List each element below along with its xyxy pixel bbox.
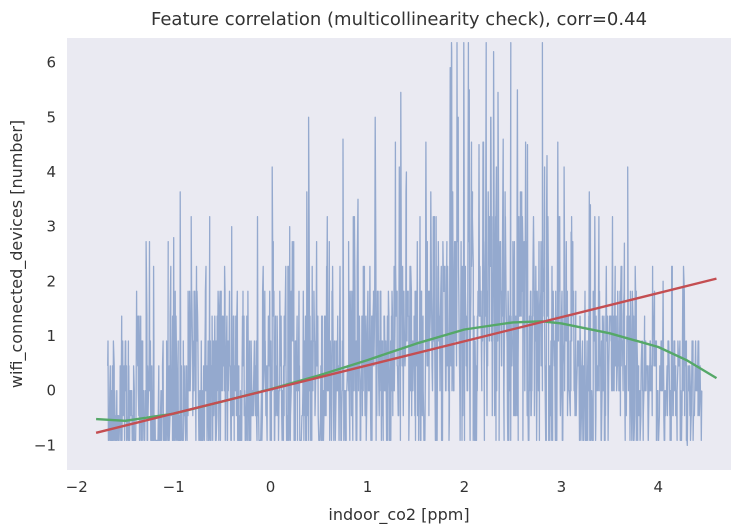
y-tick-label: −1 [34, 436, 56, 454]
linear-fit-line [95, 277, 717, 434]
y-tick-labels: −1 0 1 2 3 4 5 6 [34, 54, 56, 455]
x-tick-label: 3 [557, 478, 567, 496]
y-tick-label: 5 [46, 108, 56, 126]
x-tick-label: 1 [363, 478, 373, 496]
y-axis-label: wifi_connected_devices [number] [7, 120, 27, 388]
x-tick-label: 4 [654, 478, 664, 496]
y-tick-label: 6 [46, 54, 56, 72]
x-tick-labels: −2 −1 0 1 2 3 4 [66, 478, 663, 496]
chart-title: Feature correlation (multicollinearity c… [151, 9, 647, 30]
y-tick-label: 3 [46, 218, 56, 236]
y-tick-label: 2 [46, 272, 56, 290]
x-axis-label: indoor_co2 [ppm] [328, 505, 469, 525]
raw-data-line [107, 42, 703, 447]
x-tick-label: −1 [163, 478, 185, 496]
x-tick-label: 0 [266, 478, 276, 496]
y-tick-label: 4 [46, 163, 56, 181]
plot-area [95, 42, 718, 447]
y-tick-label: 1 [46, 327, 56, 345]
x-tick-label: −2 [66, 478, 88, 496]
y-tick-label: 0 [46, 382, 56, 400]
x-tick-label: 2 [460, 478, 470, 496]
